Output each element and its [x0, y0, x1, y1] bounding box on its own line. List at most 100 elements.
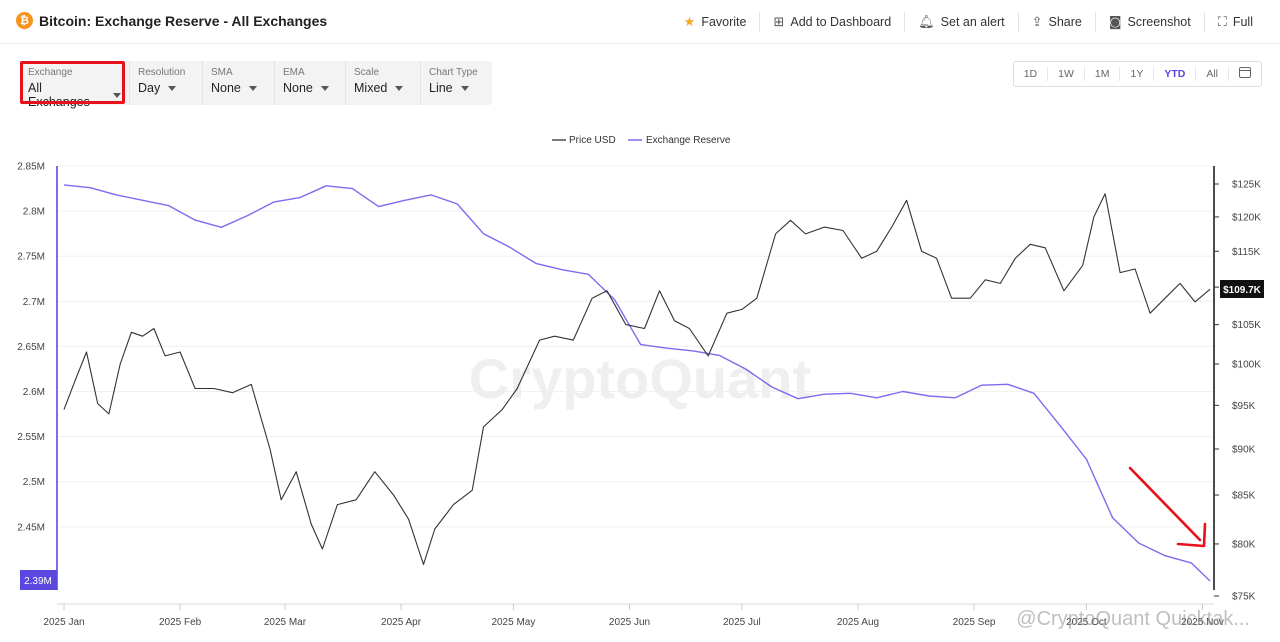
resolution-select[interactable]: Resolution Day	[130, 61, 203, 105]
price-badge-text: $109.7K	[1223, 285, 1262, 296]
chevron-down-icon	[113, 92, 121, 98]
sma-value: None	[211, 81, 241, 95]
fullscreen-icon: ⛶	[1217, 14, 1227, 30]
screenshot-label: Screenshot	[1127, 15, 1191, 29]
left-tick-label: 2.55M	[17, 432, 45, 443]
range-1d[interactable]: 1D	[1014, 67, 1049, 81]
share-icon: ⇪	[1031, 14, 1043, 30]
chevron-down-icon	[460, 85, 469, 91]
left-tick-label: 2.85M	[17, 162, 45, 173]
calendar-button[interactable]	[1229, 67, 1261, 81]
red-arrow-shaft	[1128, 466, 1202, 542]
range-selector: 1D 1W 1M 1Y YTD All	[1012, 61, 1262, 87]
chart-type-select[interactable]: Chart Type Line	[421, 61, 492, 105]
chevron-down-icon	[248, 85, 257, 91]
price-badge-bg	[1220, 280, 1264, 298]
right-axis-ticks: $125K$120K$115K$110K$105K$100K$95K$90K$8…	[1214, 180, 1261, 603]
range-all[interactable]: All	[1196, 67, 1229, 81]
range-1w[interactable]: 1W	[1048, 67, 1085, 81]
price-current-badge: $109.7K	[1220, 280, 1264, 298]
left-tick-label: 2.8M	[23, 207, 45, 218]
x-tick-label: 2025 Aug	[837, 617, 879, 628]
x-tick-label: 2025 Feb	[159, 617, 202, 628]
exchange-select[interactable]: Exchange All Exchanges	[20, 61, 130, 109]
range-1y[interactable]: 1Y	[1120, 67, 1155, 81]
x-tick-label: 2025 Nov	[1181, 617, 1224, 628]
right-tick-label: $100K	[1232, 359, 1261, 370]
right-tick-label: $80K	[1232, 539, 1256, 550]
x-tick-label: 2025 Sep	[953, 617, 996, 628]
right-tick-label: $90K	[1232, 444, 1256, 455]
x-tick-label: 2025 Mar	[264, 617, 307, 628]
right-tick-label: $95K	[1232, 401, 1256, 412]
range-1m[interactable]: 1M	[1085, 67, 1121, 81]
resolution-label: Resolution	[138, 67, 186, 78]
x-axis-ticks: 2025 Jan 2025 Feb 2025 Mar 2025 Apr 2025 May…	[43, 604, 1224, 628]
share-button[interactable]: ⇪ Share	[1017, 12, 1095, 32]
add-to-dashboard-button[interactable]: ⊞ Add to Dashboard	[759, 12, 904, 32]
left-tick-label: 2.45M	[17, 522, 45, 533]
reserve-badge-bg	[20, 570, 57, 590]
right-tick-label: $75K	[1232, 592, 1256, 603]
header-actions: ★ Favorite ⊞ Add to Dashboard 🔔︎ Set an …	[671, 12, 1266, 32]
right-tick-label: $115K	[1232, 247, 1261, 258]
right-tick-label: $125K	[1232, 180, 1261, 191]
legend-price-label: Price USD	[569, 135, 616, 146]
favorite-button[interactable]: ★ Favorite	[671, 12, 760, 32]
left-axis-ticks: 2.85M 2.8M 2.75M 2.7M 2.65M 2.6M 2.55M 2.5M 2.45…	[17, 162, 45, 534]
calendar-icon	[1239, 67, 1251, 78]
set-alert-label: Set an alert	[940, 15, 1005, 29]
footer-watermark: @CryptoQuant Quicktak...	[1016, 608, 1250, 630]
range-ytd[interactable]: YTD	[1154, 67, 1197, 81]
title-wrap: ₿ Bitcoin: Exchange Reserve - All Exchan…	[16, 12, 327, 29]
chart-type-label: Chart Type	[429, 67, 478, 78]
red-arrow-head	[1176, 522, 1207, 548]
chevron-down-icon	[395, 85, 404, 91]
chart-controls: Exchange All Exchanges Resolution Day SM…	[20, 61, 492, 109]
bitcoin-icon: ₿	[16, 12, 33, 29]
screenshot-button[interactable]: ◙ Screenshot	[1094, 12, 1204, 32]
x-tick-label: 2025 Jul	[723, 617, 761, 628]
left-tick-label: 2.65M	[17, 342, 45, 353]
red-arrow-annotation	[1128, 466, 1207, 548]
cryptoquant-watermark: CryptoQuant	[469, 347, 811, 410]
star-icon: ★	[683, 14, 696, 30]
left-tick-label: 2.75M	[17, 252, 45, 263]
ema-select[interactable]: EMA None	[275, 61, 346, 105]
full-button[interactable]: ⛶ Full	[1203, 12, 1266, 32]
ema-label: EMA	[283, 67, 305, 78]
chart-legend: Price USD Exchange Reserve	[552, 135, 731, 146]
legend-reserve-label: Exchange Reserve	[646, 135, 731, 146]
reserve-badge-text: 2.39M	[24, 576, 52, 587]
x-tick-label: 2025 May	[491, 617, 535, 628]
resolution-value: Day	[138, 81, 161, 95]
right-tick-label: $105K	[1232, 320, 1261, 331]
scale-select[interactable]: Scale Mixed	[346, 61, 421, 105]
x-tick-label: 2025 Jan	[43, 617, 84, 628]
page-title: Bitcoin: Exchange Reserve - All Exchange…	[39, 12, 328, 29]
sma-label: SMA	[211, 67, 233, 78]
favorite-label: Favorite	[701, 15, 747, 29]
full-label: Full	[1232, 15, 1253, 29]
sma-select[interactable]: SMA None	[203, 61, 275, 105]
bell-icon: 🔔︎	[918, 14, 935, 30]
chevron-down-icon	[320, 85, 329, 91]
add-dashboard-icon: ⊞	[773, 14, 785, 30]
exchange-reserve-line	[63, 184, 1211, 582]
left-tick-label: 2.5M	[23, 477, 45, 488]
left-tick-label: 2.7M	[23, 297, 45, 308]
camera-icon: ◙	[1108, 14, 1122, 30]
exchange-reserve-chart[interactable]: CryptoQuant Price USD Exchange Reserve 2…	[0, 120, 1280, 642]
price-usd-line	[63, 193, 1211, 565]
page-header: ₿ Bitcoin: Exchange Reserve - All Exchan…	[0, 0, 1280, 44]
x-tick-label: 2025 Apr	[381, 617, 422, 628]
x-tick-label: 2025 Oct	[1066, 617, 1107, 628]
scale-value: Mixed	[354, 81, 388, 95]
chevron-down-icon	[168, 85, 177, 91]
exchange-label: Exchange	[28, 67, 73, 78]
chart-type-value: Line	[429, 81, 453, 95]
exchange-value: All Exchanges	[28, 81, 90, 109]
right-tick-label: $120K	[1232, 212, 1261, 223]
set-alert-button[interactable]: 🔔︎ Set an alert	[904, 12, 1017, 32]
grid-lines	[57, 165, 1214, 528]
